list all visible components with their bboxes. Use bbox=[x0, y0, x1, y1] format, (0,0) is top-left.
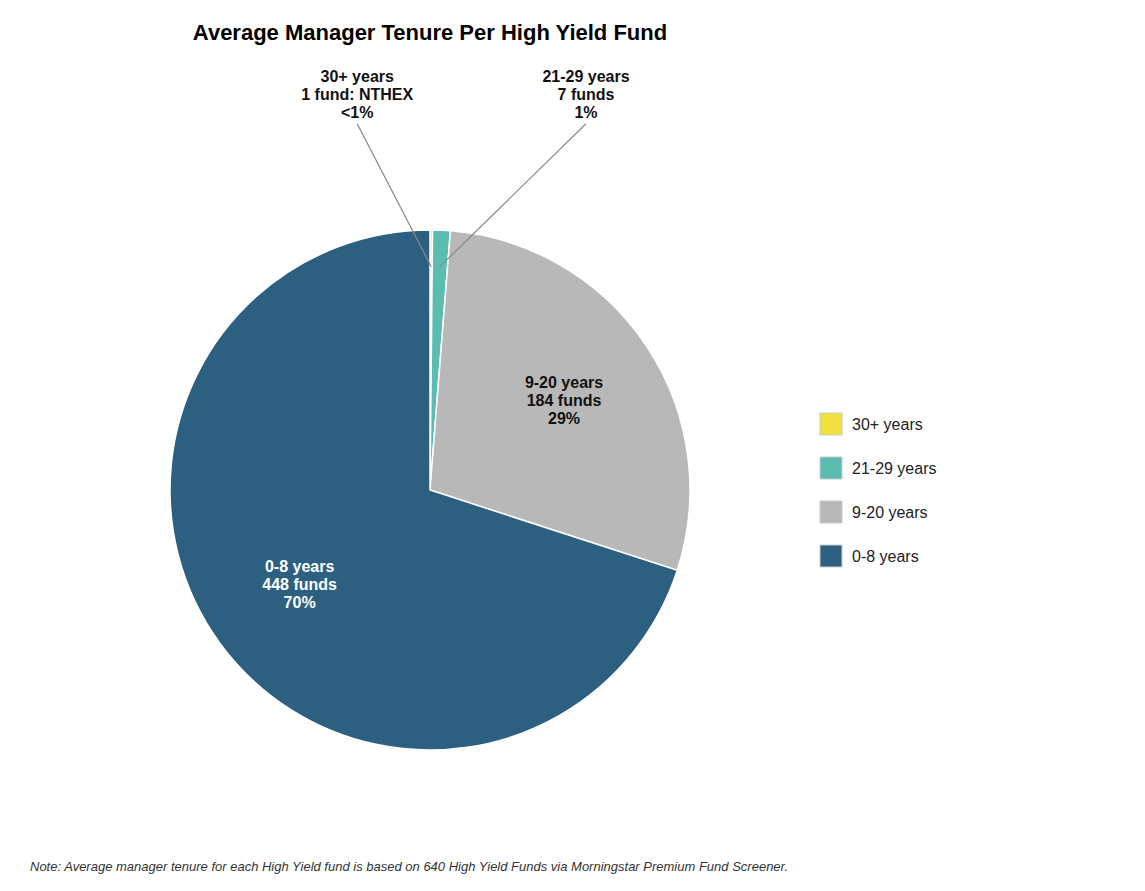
slices bbox=[170, 230, 690, 750]
legend-swatch bbox=[820, 457, 842, 479]
pie: 30+ years1 fund: NTHEX<1% 21-29 years7 fu… bbox=[170, 68, 690, 750]
legend-item: 9-20 years bbox=[820, 501, 928, 523]
legend-label: 30+ years bbox=[852, 416, 923, 433]
chart: Average Manager Tenure Per High Yield Fu… bbox=[0, 0, 1145, 891]
leader-line bbox=[357, 124, 431, 267]
legend-item: 0-8 years bbox=[820, 545, 919, 567]
data-label: 9-20 years184 funds29% bbox=[525, 374, 603, 427]
note: Note: Average manager tenure for each Hi… bbox=[30, 859, 788, 874]
slice bbox=[170, 230, 677, 750]
data-label: 0-8 years448 funds70% bbox=[262, 558, 337, 611]
legend-swatch bbox=[820, 413, 842, 435]
legend-label: 9-20 years bbox=[852, 504, 928, 521]
data-label: 30+ years1 fund: NTHEX<1% bbox=[301, 68, 413, 121]
legend-swatch bbox=[820, 501, 842, 523]
legend-item: 30+ years bbox=[820, 413, 923, 435]
legend-label: 21-29 years bbox=[852, 460, 937, 477]
legend: 30+ years 21-29 years 9-20 years 0-8 years bbox=[820, 413, 937, 567]
legend-swatch bbox=[820, 545, 842, 567]
legend-item: 21-29 years bbox=[820, 457, 937, 479]
data-label: 21-29 years7 funds1% bbox=[542, 68, 629, 121]
legend-label: 0-8 years bbox=[852, 548, 919, 565]
title: Average Manager Tenure Per High Yield Fu… bbox=[193, 20, 667, 45]
data-labels: 30+ years1 fund: NTHEX<1% 21-29 years7 fu… bbox=[262, 68, 629, 611]
leader-line bbox=[440, 124, 586, 267]
